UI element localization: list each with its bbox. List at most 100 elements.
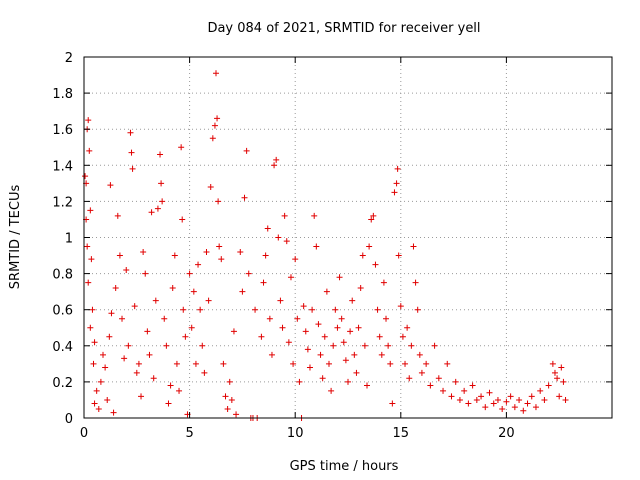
data-point: [311, 212, 318, 219]
data-point: [340, 339, 347, 346]
data-point: [112, 285, 119, 292]
data-point: [114, 212, 121, 219]
data-point: [152, 297, 159, 304]
data-point: [157, 151, 164, 158]
data-point: [146, 351, 153, 358]
data-point: [233, 411, 240, 418]
data-point: [296, 378, 303, 385]
data-point: [85, 117, 92, 124]
data-point: [279, 324, 286, 331]
axis-ticks: [83, 56, 612, 419]
data-point: [228, 396, 235, 403]
data-point: [260, 279, 267, 286]
data-point: [197, 306, 204, 313]
data-point: [351, 351, 358, 358]
data-point: [89, 306, 96, 313]
data-point: [106, 333, 113, 340]
y-tick-label: 0.6: [52, 304, 73, 319]
data-point: [176, 387, 183, 394]
data-point: [207, 183, 214, 190]
data-point: [448, 393, 455, 400]
data-point: [342, 357, 349, 364]
grid: [84, 57, 612, 418]
data-point: [558, 364, 565, 371]
data-point: [102, 364, 109, 371]
data-point: [461, 387, 468, 394]
data-point: [380, 279, 387, 286]
data-point: [214, 115, 221, 122]
data-point: [123, 266, 130, 273]
data-point: [383, 315, 390, 322]
data-point: [469, 382, 476, 389]
data-point: [178, 144, 185, 151]
data-point: [275, 234, 282, 241]
data-point: [499, 405, 506, 412]
data-point: [537, 387, 544, 394]
data-point: [427, 382, 434, 389]
data-point: [116, 252, 123, 259]
data-point: [268, 351, 275, 358]
data-point: [378, 351, 385, 358]
data-point: [494, 396, 501, 403]
data-point: [328, 387, 335, 394]
data-point: [486, 389, 493, 396]
data-point: [85, 279, 92, 286]
data-point: [368, 216, 375, 223]
data-point: [349, 297, 356, 304]
x-tick-label: 10: [287, 426, 304, 441]
data-point: [209, 135, 216, 142]
data-point: [406, 375, 413, 382]
data-point: [262, 252, 269, 259]
y-tick-label: 1.6: [52, 123, 73, 138]
data-point: [399, 333, 406, 340]
data-point: [404, 324, 411, 331]
data-point: [440, 387, 447, 394]
data-point: [144, 328, 151, 335]
data-point: [313, 243, 320, 250]
data-point: [347, 328, 354, 335]
data-point: [142, 270, 149, 277]
data-point: [357, 285, 364, 292]
data-point: [309, 306, 316, 313]
data-point: [82, 173, 89, 180]
y-tick-label: 1: [65, 232, 73, 247]
data-point: [338, 315, 345, 322]
data-point: [266, 315, 273, 322]
x-tick-label: 15: [393, 426, 410, 441]
data-point: [108, 310, 115, 317]
data-point: [277, 297, 284, 304]
data-point: [199, 342, 206, 349]
data-point: [220, 360, 227, 367]
data-point: [84, 243, 91, 250]
data-point: [323, 288, 330, 295]
data-point: [88, 256, 95, 263]
data-point: [140, 248, 147, 255]
data-point: [423, 360, 430, 367]
y-tick-label: 2: [65, 51, 73, 66]
data-point: [387, 360, 394, 367]
data-point: [431, 342, 438, 349]
data-point: [245, 270, 252, 277]
data-point: [490, 400, 497, 407]
data-point: [127, 129, 134, 136]
data-point: [165, 400, 172, 407]
data-point: [532, 404, 539, 411]
data-point: [186, 270, 193, 277]
data-point: [435, 375, 442, 382]
data-point: [503, 398, 510, 405]
data-point: [385, 342, 392, 349]
x-axis-label: GPS time / hours: [290, 459, 399, 474]
data-point: [292, 256, 299, 263]
y-tick-label: 1.2: [52, 195, 73, 210]
data-point: [203, 248, 210, 255]
data-point: [410, 243, 417, 250]
data-point: [317, 351, 324, 358]
tick-labels: 0 5 10 15 20 0 0.2 0.4 0.6 0.8 1 1.2 1.4 1.6 1.8 2: [52, 51, 514, 441]
data-point: [129, 165, 136, 172]
data-point: [125, 342, 132, 349]
chart-title: Day 084 of 2021, SRMTID for receiver yel…: [207, 21, 480, 36]
y-tick-label: 0.2: [52, 376, 73, 391]
y-tick-label: 0: [65, 412, 73, 427]
data-point: [394, 165, 401, 172]
